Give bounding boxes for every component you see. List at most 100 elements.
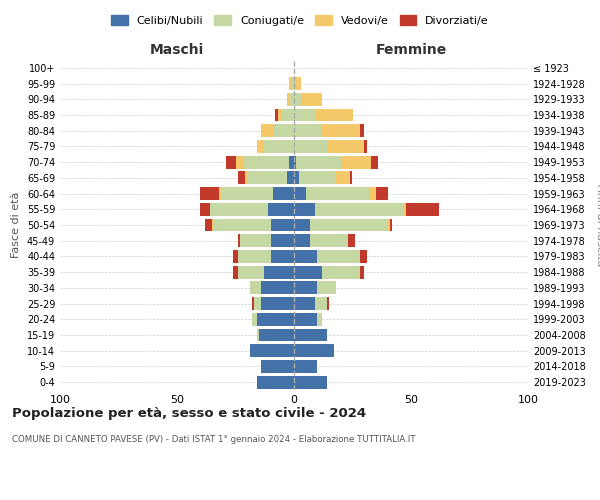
Bar [350, 172, 352, 184]
Text: Popolazione per età, sesso e stato civile - 2024: Popolazione per età, sesso e stato civil… [12, 408, 366, 420]
Bar [263, 140, 294, 153]
Bar [252, 297, 254, 310]
Bar [327, 297, 329, 310]
Bar [317, 250, 359, 263]
Bar [263, 266, 294, 278]
Bar [273, 124, 294, 137]
Bar [322, 266, 359, 278]
Bar [359, 266, 364, 278]
Bar [294, 156, 296, 168]
Bar [271, 234, 294, 247]
Bar [289, 156, 294, 168]
Text: Maschi: Maschi [150, 44, 204, 58]
Bar [252, 313, 257, 326]
Bar [317, 313, 322, 326]
Bar [348, 234, 355, 247]
Bar [327, 140, 364, 153]
Bar [294, 360, 317, 373]
Bar [259, 328, 294, 342]
Bar [250, 282, 261, 294]
Bar [315, 108, 353, 122]
Bar [306, 187, 369, 200]
Bar [310, 218, 388, 232]
Bar [299, 172, 336, 184]
Bar [322, 124, 359, 137]
Bar [257, 313, 294, 326]
Bar [294, 344, 334, 357]
Bar [238, 250, 271, 263]
Bar [257, 376, 294, 388]
Bar [294, 140, 327, 153]
Bar [296, 77, 301, 90]
Bar [315, 203, 404, 215]
Bar [240, 234, 271, 247]
Bar [261, 297, 294, 310]
Bar [292, 77, 294, 90]
Bar [294, 234, 310, 247]
Bar [287, 93, 289, 106]
Text: Femmine: Femmine [376, 44, 446, 58]
Bar [294, 203, 315, 215]
Bar [226, 156, 235, 168]
Legend: Celibi/Nubili, Coniugati/e, Vedovi/e, Divorziati/e: Celibi/Nubili, Coniugati/e, Vedovi/e, Di… [107, 10, 493, 30]
Bar [271, 250, 294, 263]
Bar [296, 156, 341, 168]
Bar [359, 124, 364, 137]
Bar [294, 187, 306, 200]
Bar [271, 218, 294, 232]
Bar [273, 187, 294, 200]
Bar [247, 172, 287, 184]
Bar [388, 218, 390, 232]
Bar [200, 203, 210, 215]
Bar [294, 108, 315, 122]
Bar [294, 250, 317, 263]
Bar [294, 124, 322, 137]
Bar [245, 172, 247, 184]
Y-axis label: Anni di nascita: Anni di nascita [595, 184, 600, 266]
Bar [261, 124, 273, 137]
Bar [341, 156, 371, 168]
Bar [275, 108, 278, 122]
Bar [238, 172, 245, 184]
Bar [283, 108, 294, 122]
Bar [294, 376, 327, 388]
Bar [294, 328, 327, 342]
Bar [294, 297, 315, 310]
Bar [404, 203, 406, 215]
Bar [210, 203, 268, 215]
Bar [214, 218, 271, 232]
Bar [268, 203, 294, 215]
Bar [289, 77, 292, 90]
Bar [317, 282, 336, 294]
Bar [294, 266, 322, 278]
Bar [294, 77, 296, 90]
Bar [294, 93, 301, 106]
Bar [289, 93, 294, 106]
Bar [364, 140, 367, 153]
Bar [221, 187, 273, 200]
Bar [235, 156, 242, 168]
Bar [278, 108, 283, 122]
Bar [294, 282, 317, 294]
Bar [233, 266, 238, 278]
Bar [294, 172, 299, 184]
Bar [294, 313, 317, 326]
Bar [250, 344, 294, 357]
Bar [406, 203, 439, 215]
Y-axis label: Fasce di età: Fasce di età [11, 192, 21, 258]
Bar [287, 172, 294, 184]
Bar [294, 218, 310, 232]
Bar [369, 187, 376, 200]
Bar [371, 156, 378, 168]
Bar [261, 360, 294, 373]
Bar [219, 187, 221, 200]
Bar [254, 297, 261, 310]
Bar [257, 140, 263, 153]
Bar [205, 218, 212, 232]
Bar [376, 187, 388, 200]
Bar [390, 218, 392, 232]
Bar [212, 218, 214, 232]
Bar [261, 282, 294, 294]
Bar [233, 250, 238, 263]
Text: COMUNE DI CANNETO PAVESE (PV) - Dati ISTAT 1° gennaio 2024 - Elaborazione TUTTIT: COMUNE DI CANNETO PAVESE (PV) - Dati IST… [12, 435, 415, 444]
